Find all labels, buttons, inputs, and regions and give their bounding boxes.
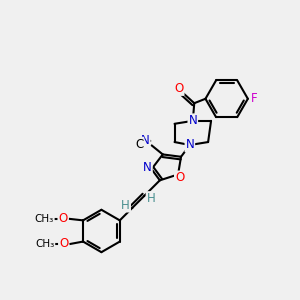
Text: N: N bbox=[188, 114, 197, 127]
Text: N: N bbox=[141, 134, 149, 147]
Text: F: F bbox=[251, 92, 258, 105]
Text: CH₃: CH₃ bbox=[34, 214, 54, 224]
Text: CH₃: CH₃ bbox=[35, 239, 54, 249]
Text: N: N bbox=[185, 139, 194, 152]
Text: O: O bbox=[58, 212, 68, 225]
Text: H: H bbox=[147, 192, 155, 205]
Text: O: O bbox=[59, 237, 68, 250]
Text: H: H bbox=[121, 199, 130, 212]
Text: N: N bbox=[143, 161, 152, 174]
Text: O: O bbox=[175, 172, 184, 184]
Text: O: O bbox=[174, 82, 184, 95]
Text: C: C bbox=[135, 138, 143, 151]
